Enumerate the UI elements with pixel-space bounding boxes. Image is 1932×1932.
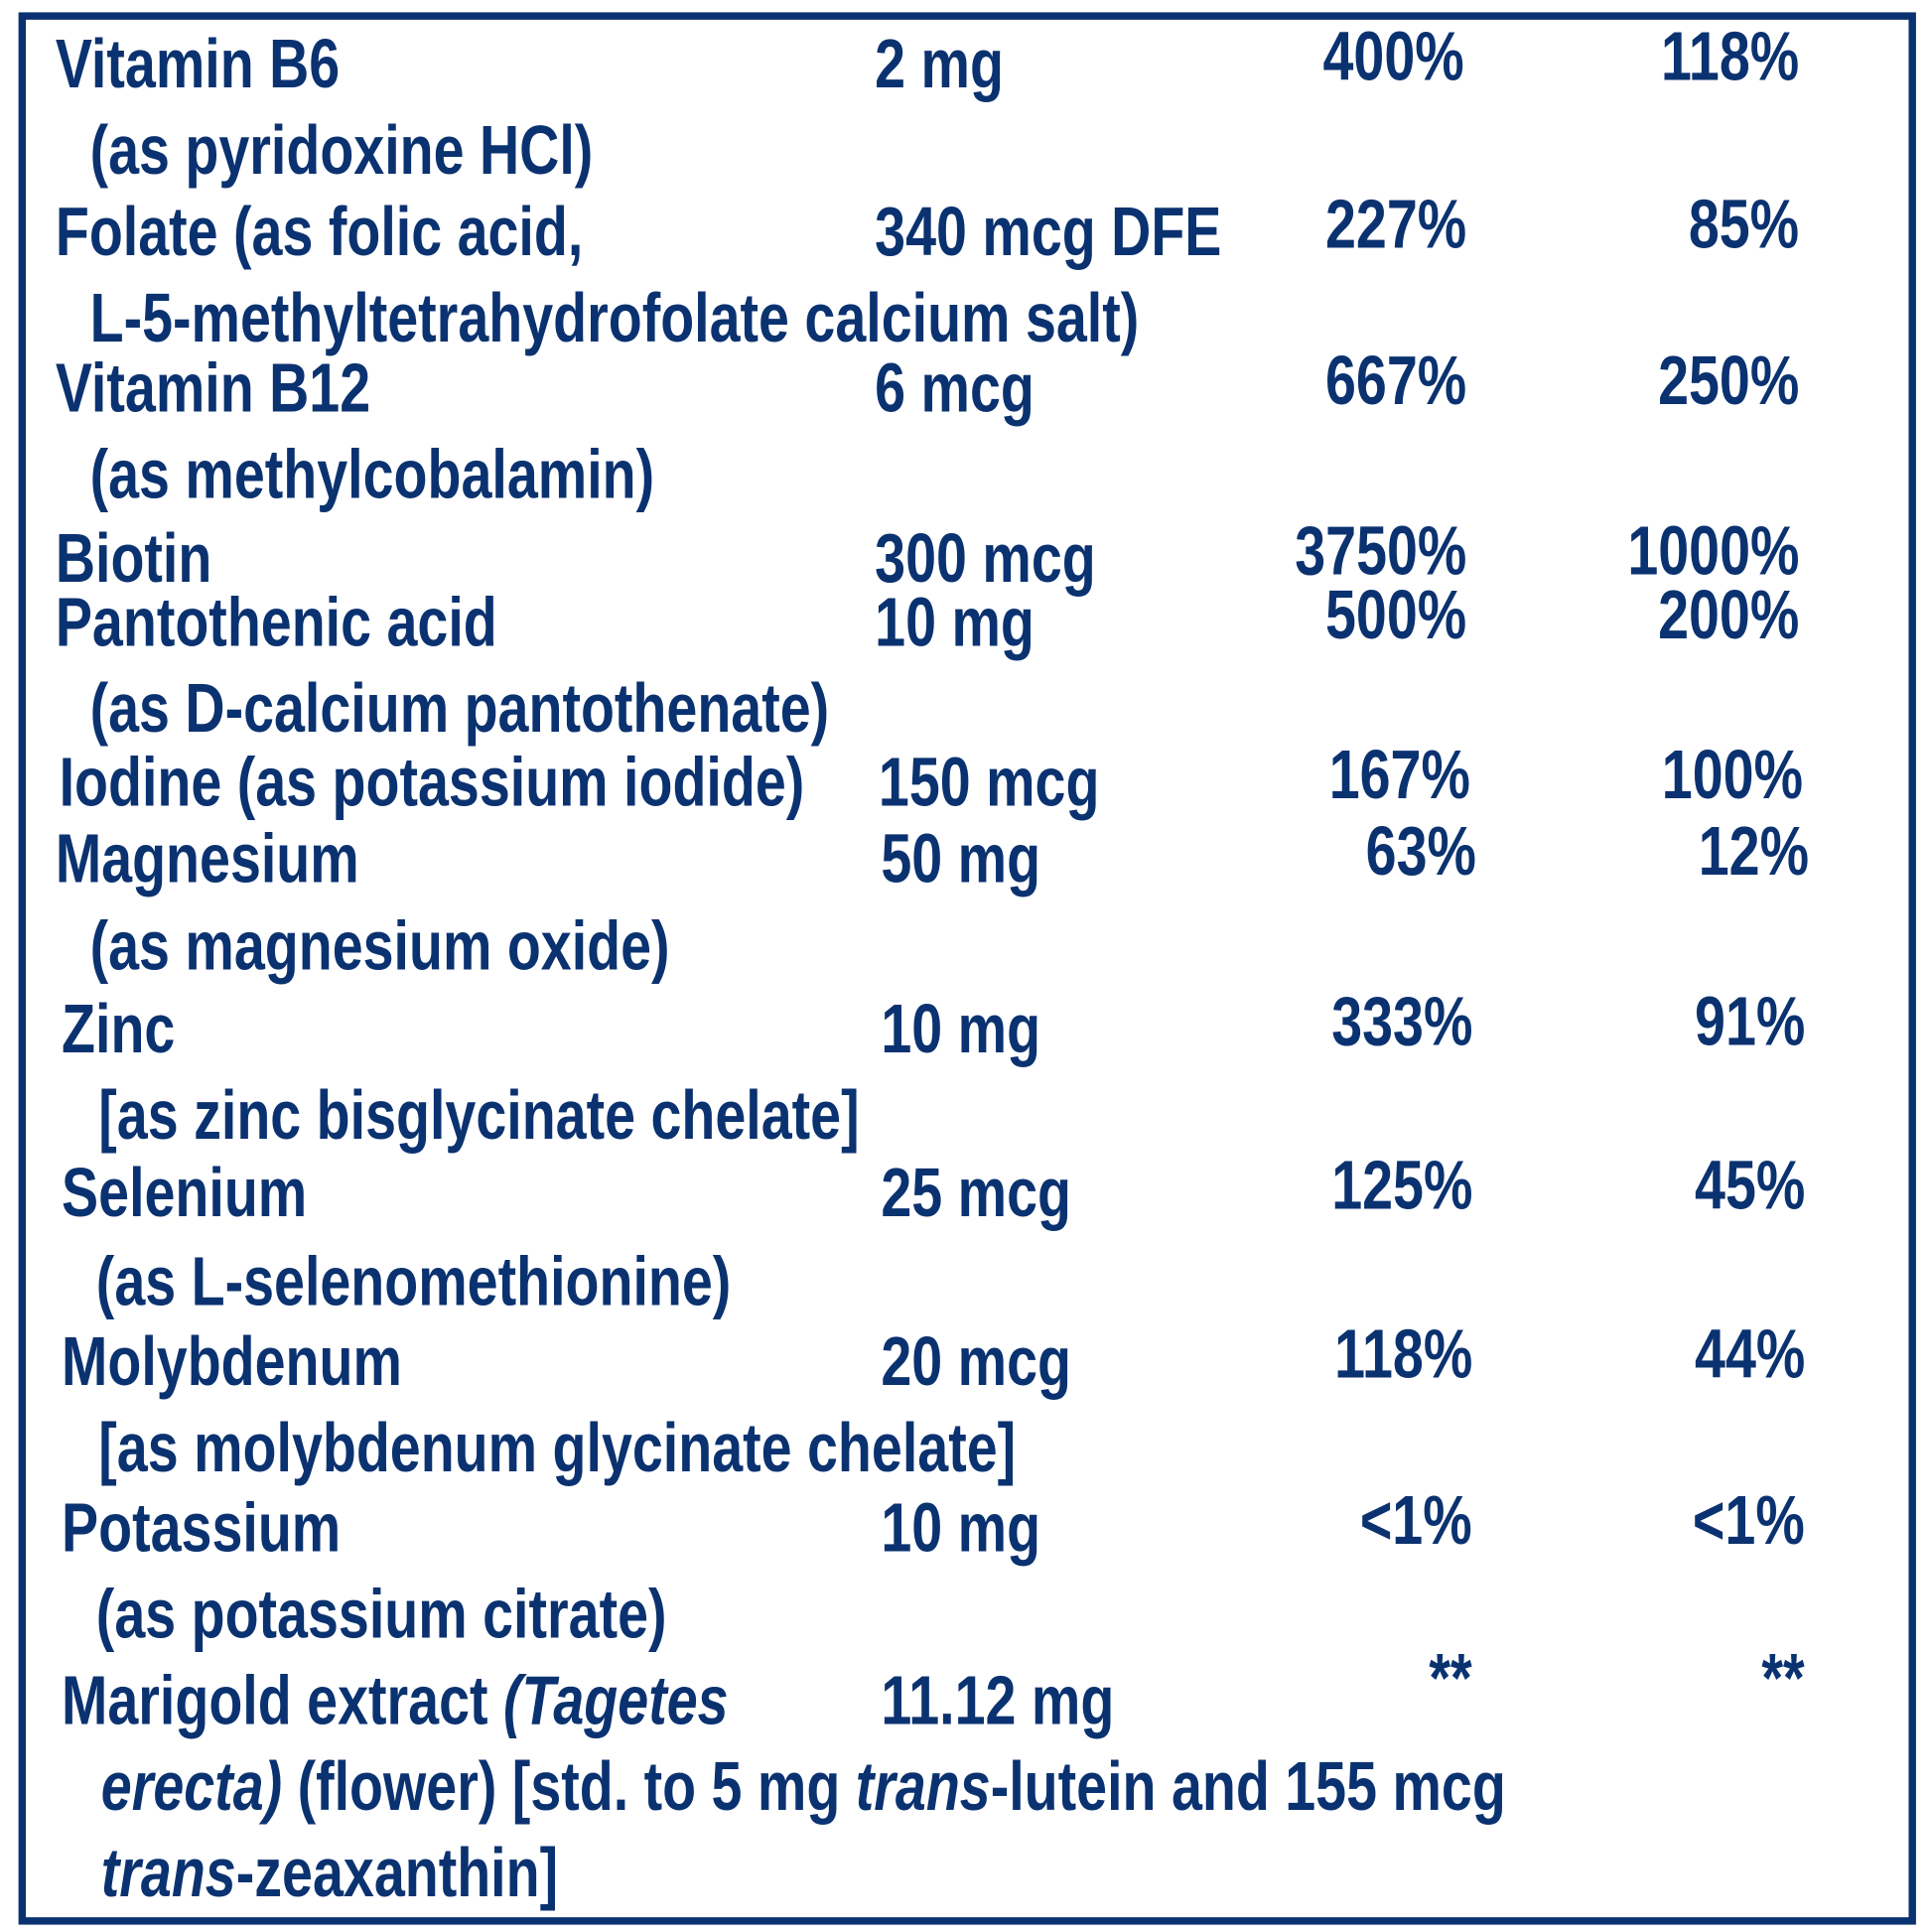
daily-value-2: 91% [1694,982,1806,1060]
daily-value-2: <1% [1693,1480,1806,1559]
source-text-segment: (flower) [std. to 5 mg [282,1746,856,1826]
source-text-segment: trans [100,1833,236,1911]
amount-per-serving: 10 mg [881,1488,1041,1567]
nutrient-name: Magnesium [55,819,359,897]
amount-per-serving: 10 mg [881,989,1041,1067]
source-text-segment: -lutein and 155 mcg [990,1746,1506,1826]
daily-value-2: 100% [1661,735,1803,814]
nutrient-source: erecta) (flower) [std. to 5 mg trans-lut… [101,1751,1506,1822]
daily-value-2: 250% [1657,341,1800,419]
daily-value-1: <1% [1360,1480,1473,1559]
amount-per-serving: 11.12 mg [881,1661,1115,1739]
amount-per-serving: 6 mcg [875,348,1035,427]
latin-name-text: (Tagetes [502,1661,729,1739]
nutrient-source: (as L-selenomethionine) [95,1242,732,1320]
daily-value-2: 12% [1698,811,1809,891]
daily-value-1: 400% [1322,17,1464,95]
amount-per-serving: 50 mg [881,819,1041,897]
nutrient-name-text: Marigold extract [62,1661,503,1739]
daily-value-1: 500% [1324,575,1466,653]
daily-value-2: 118% [1660,17,1800,95]
daily-value-2: 200% [1657,575,1800,653]
daily-value-1: ** [1429,1638,1473,1717]
nutrient-source: [as molybdenum glycinate chelate] [98,1408,1017,1486]
nutrient-source: (as methylcobalamin) [89,435,655,513]
nutrient-source: (as potassium citrate) [95,1575,667,1653]
daily-value-1: 333% [1330,982,1473,1060]
nutrient-source: L-5-methyltetrahydrofolate calcium salt) [89,278,1140,356]
source-text-segment: -zeaxanthin] [235,1833,559,1911]
daily-value-1: 167% [1328,735,1470,814]
daily-value-2: 45% [1694,1146,1806,1224]
daily-value-2: ** [1761,1638,1806,1717]
nutrient-name: Selenium [62,1153,308,1231]
daily-value-1: 667% [1324,341,1466,419]
nutrient-source: trans-zeaxanthin] [101,1838,558,1908]
daily-value-1: 3750% [1294,511,1466,590]
daily-value-1: 227% [1324,185,1466,263]
nutrient-name: Marigold extract (Tagetes [62,1665,729,1735]
daily-value-2: 1000% [1626,511,1800,590]
amount-per-serving: 25 mcg [881,1153,1072,1231]
nutrient-name: Vitamin B6 [55,24,341,103]
panel-border [18,12,1916,1925]
nutrient-name: Vitamin B12 [55,348,371,427]
amount-per-serving: 20 mcg [881,1321,1072,1400]
nutrient-name: Iodine (as potassium iodide) [59,743,805,821]
nutrient-source: (as D-calcium pantothenate) [89,668,830,748]
source-text-segment: trans [855,1746,991,1826]
daily-value-2: 44% [1694,1314,1806,1393]
amount-per-serving: 2 mg [875,24,1004,103]
nutrient-source: (as pyridoxine HCl) [89,110,594,189]
daily-value-1: 63% [1365,811,1476,891]
amount-per-serving: 300 mcg [875,518,1096,597]
daily-value-1: 118% [1333,1314,1473,1393]
amount-per-serving: 10 mg [875,583,1035,661]
nutrient-name: Molybdenum [62,1321,402,1400]
nutrient-name: Zinc [62,989,176,1067]
nutrient-source: [as zinc bisglycinate chelate] [98,1075,860,1154]
nutrient-name: Folate (as folic acid, [55,192,584,270]
nutrient-name: Biotin [55,518,212,597]
nutrient-source: (as magnesium oxide) [89,906,670,985]
nutrient-name: Potassium [62,1488,342,1567]
daily-value-1: 125% [1330,1146,1473,1224]
amount-per-serving: 340 mcg DFE [875,192,1222,270]
nutrient-name: Pantothenic acid [55,583,497,661]
amount-per-serving: 150 mcg [878,743,1100,821]
source-text-segment: erecta) [100,1746,283,1826]
daily-value-2: 85% [1688,185,1800,263]
